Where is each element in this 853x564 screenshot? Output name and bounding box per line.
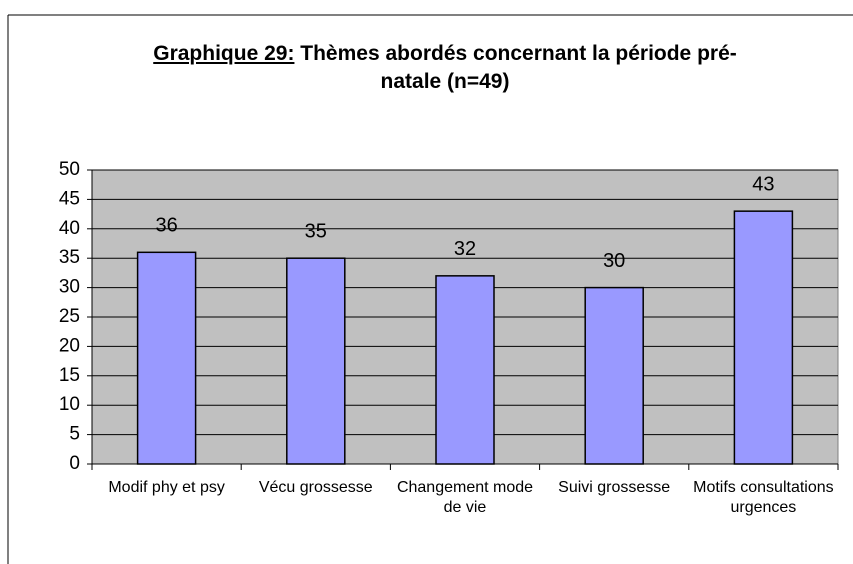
y-tick-label: 40 xyxy=(59,218,80,239)
value-label: 30 xyxy=(603,250,625,272)
bar xyxy=(584,286,644,465)
x-tick-label: Vécu grossesse xyxy=(258,479,373,496)
y-tick-label: 0 xyxy=(69,453,80,474)
y-tick-label: 10 xyxy=(59,394,80,415)
y-tick-label: 30 xyxy=(59,277,80,298)
y-tick-label: 15 xyxy=(59,365,80,386)
bar xyxy=(286,257,346,465)
y-tick-label: 20 xyxy=(59,335,80,356)
y-tick-label: 35 xyxy=(59,247,80,268)
x-tick-label: Suivi grossesse xyxy=(558,479,671,496)
chart-title-block: Graphique 29: Thèmes abordés concernant … xyxy=(145,40,745,96)
y-tick-label: 25 xyxy=(59,306,80,327)
bar xyxy=(733,210,794,465)
x-tick-label: Motifs consultations urgences xyxy=(693,479,834,516)
x-tick-label: Modif phy et psy xyxy=(108,479,225,496)
bar xyxy=(435,275,495,465)
value-label: 43 xyxy=(752,173,774,195)
x-tick-label: Changement mode de vie xyxy=(396,479,534,516)
value-label: 35 xyxy=(305,220,327,242)
y-tick-label: 45 xyxy=(59,188,80,209)
chart-title: Thèmes abordés concernant la période pré… xyxy=(300,42,737,93)
title-label: Graphique 29: xyxy=(153,42,295,65)
value-label: 36 xyxy=(155,215,177,237)
value-label: 32 xyxy=(454,238,476,260)
bar xyxy=(136,251,197,465)
y-tick-label: 50 xyxy=(59,159,80,180)
y-tick-label: 5 xyxy=(69,424,80,445)
